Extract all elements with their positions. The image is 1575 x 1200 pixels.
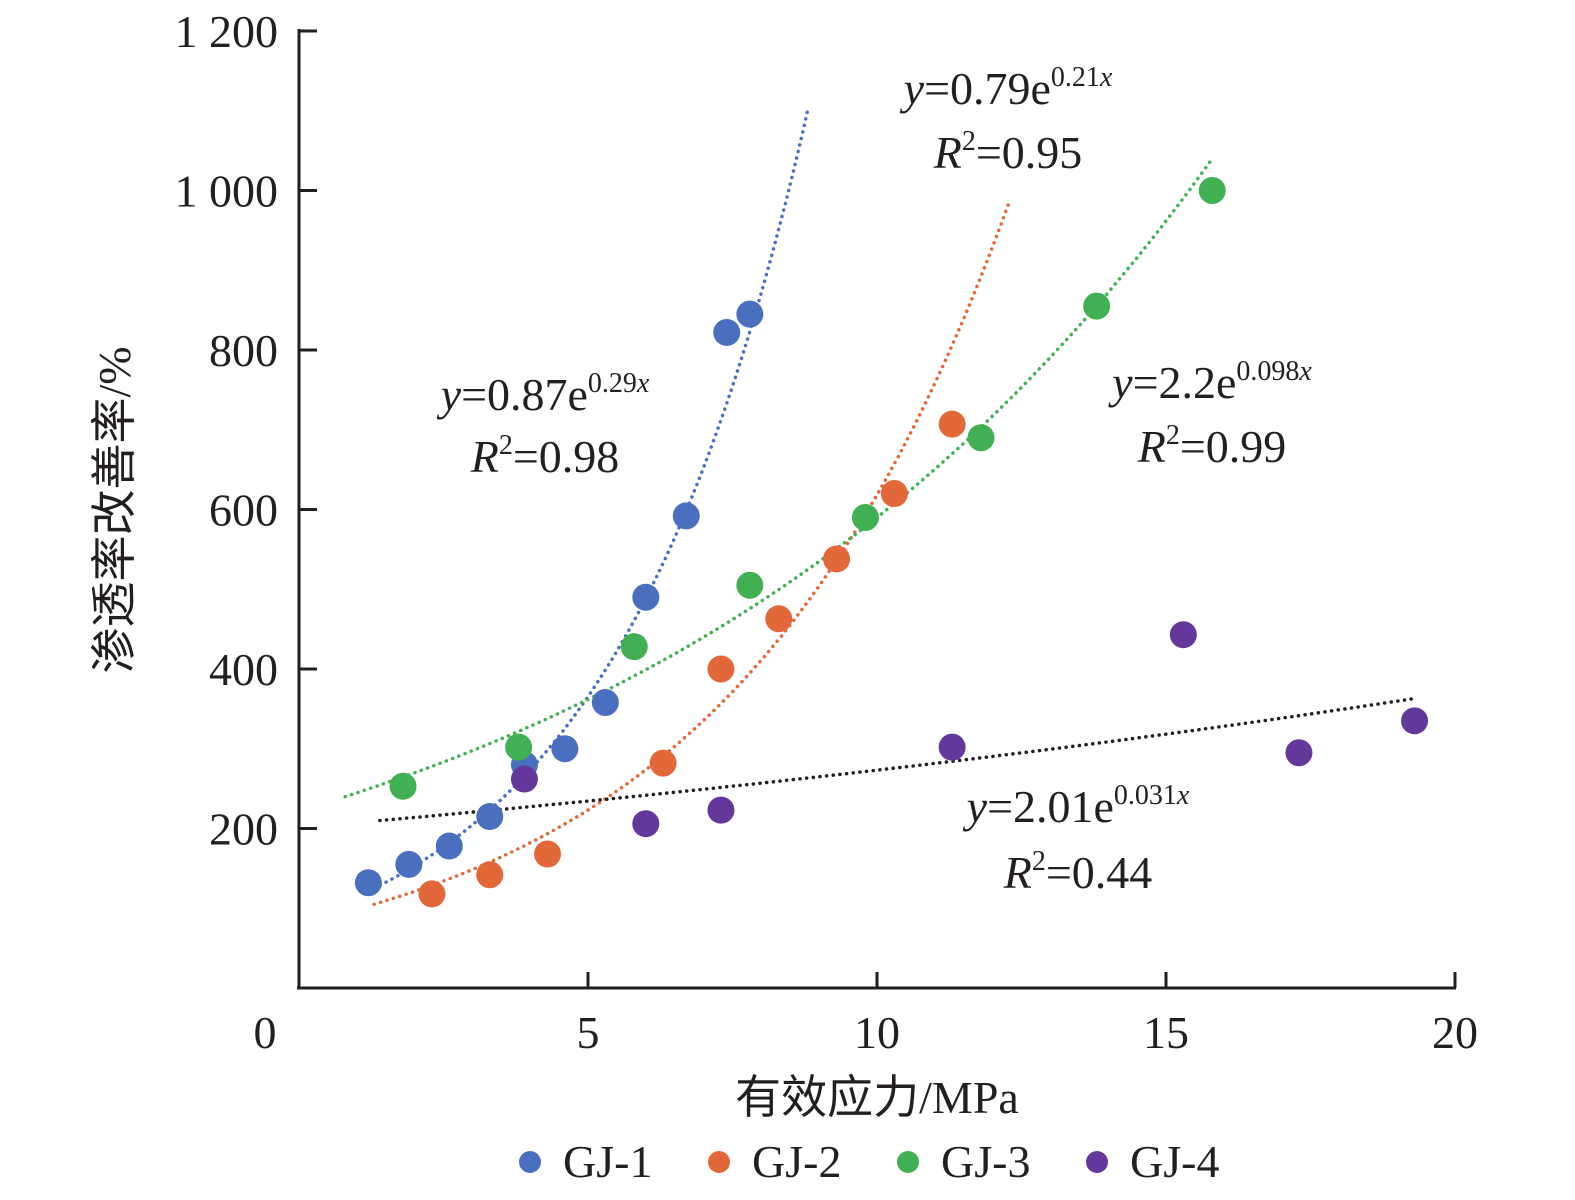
y-tick-label: 1 000 xyxy=(175,166,279,217)
point-gj-2 xyxy=(823,545,851,573)
point-gj-4 xyxy=(938,733,966,761)
point-gj-3 xyxy=(851,503,879,531)
point-gj-2 xyxy=(418,880,446,908)
point-gj-1 xyxy=(354,869,382,897)
point-gj-1 xyxy=(736,300,764,328)
point-gj-1 xyxy=(713,318,741,346)
point-gj-4 xyxy=(1401,707,1429,735)
legend: GJ-1 GJ-2 GJ-3 GJ-4 xyxy=(519,1136,1219,1187)
trendline-gj-4 xyxy=(378,696,1417,823)
data-points xyxy=(354,177,1429,908)
x-tick-label: 0 xyxy=(254,1007,277,1058)
point-gj-3 xyxy=(505,733,533,761)
y-tick-label: 400 xyxy=(209,644,278,695)
r-squared-gj-4: R2=0.44 xyxy=(1003,846,1153,898)
y-tick-label: 600 xyxy=(209,485,278,536)
point-gj-2 xyxy=(880,480,908,508)
point-gj-4 xyxy=(632,810,660,838)
legend-marker-gj-1 xyxy=(519,1151,541,1173)
x-tick-label: 10 xyxy=(854,1007,900,1058)
equations: y=0.87e0.29x R2=0.98 y=0.79e0.21x R2=0.95 y=… xyxy=(437,62,1313,898)
trendlines xyxy=(343,108,1417,907)
trendline-gj-2 xyxy=(372,198,1012,907)
point-gj-1 xyxy=(395,850,423,878)
point-gj-4 xyxy=(1285,739,1313,767)
y-tick-label: 1 200 xyxy=(175,6,279,57)
point-gj-3 xyxy=(620,633,648,661)
point-gj-2 xyxy=(707,655,735,683)
point-gj-1 xyxy=(551,735,579,763)
legend-label-gj-4: GJ-4 xyxy=(1130,1136,1219,1187)
legend-label-gj-2: GJ-2 xyxy=(752,1136,841,1187)
legend-marker-gj-2 xyxy=(708,1151,730,1173)
point-gj-4 xyxy=(1169,621,1197,649)
r-squared-gj-1: R2=0.98 xyxy=(470,430,620,482)
point-gj-2 xyxy=(476,861,504,889)
legend-marker-gj-3 xyxy=(897,1151,919,1173)
point-gj-1 xyxy=(591,688,619,716)
y-tick-label: 800 xyxy=(209,325,278,376)
point-gj-4 xyxy=(510,765,538,793)
equation-gj-2: y=0.79e0.21x xyxy=(900,62,1113,114)
point-gj-1 xyxy=(672,502,700,530)
axes xyxy=(297,29,1456,990)
legend-marker-gj-4 xyxy=(1086,1151,1108,1173)
point-gj-2 xyxy=(649,749,677,777)
point-gj-1 xyxy=(632,583,660,611)
y-tick-label: 200 xyxy=(209,804,278,855)
point-gj-3 xyxy=(736,571,764,599)
x-axis-title: 有效应力/MPa xyxy=(735,1072,1019,1123)
r-squared-gj-2: R2=0.95 xyxy=(933,126,1083,178)
legend-label-gj-1: GJ-1 xyxy=(563,1136,652,1187)
point-gj-2 xyxy=(938,410,966,438)
point-gj-1 xyxy=(435,832,463,860)
point-gj-3 xyxy=(967,424,995,452)
legend-label-gj-3: GJ-3 xyxy=(941,1136,1030,1187)
point-gj-3 xyxy=(1198,177,1226,204)
trendline-gj-3 xyxy=(343,156,1214,799)
point-gj-3 xyxy=(1083,292,1111,320)
y-axis-title: 渗透率改善率/% xyxy=(89,346,140,673)
tick-labels: 0 5 10 15 20 200 400 600 800 1 000 1 200 xyxy=(175,6,1479,1058)
point-gj-2 xyxy=(765,605,793,633)
equation-gj-1: y=0.87e0.29x xyxy=(437,368,650,420)
point-gj-2 xyxy=(534,840,562,868)
point-gj-4 xyxy=(707,796,735,824)
equation-gj-3: y=2.2e0.098x xyxy=(1108,356,1312,408)
equation-gj-4: y=2.01e0.031x xyxy=(963,780,1190,832)
point-gj-1 xyxy=(476,803,504,831)
x-tick-label: 20 xyxy=(1432,1007,1478,1058)
x-tick-label: 5 xyxy=(577,1007,600,1058)
r-squared-gj-3: R2=0.99 xyxy=(1137,420,1287,472)
x-tick-label: 15 xyxy=(1143,1007,1189,1058)
ticks xyxy=(299,29,1457,988)
trendline-gj-1 xyxy=(372,108,810,891)
point-gj-3 xyxy=(389,772,417,800)
